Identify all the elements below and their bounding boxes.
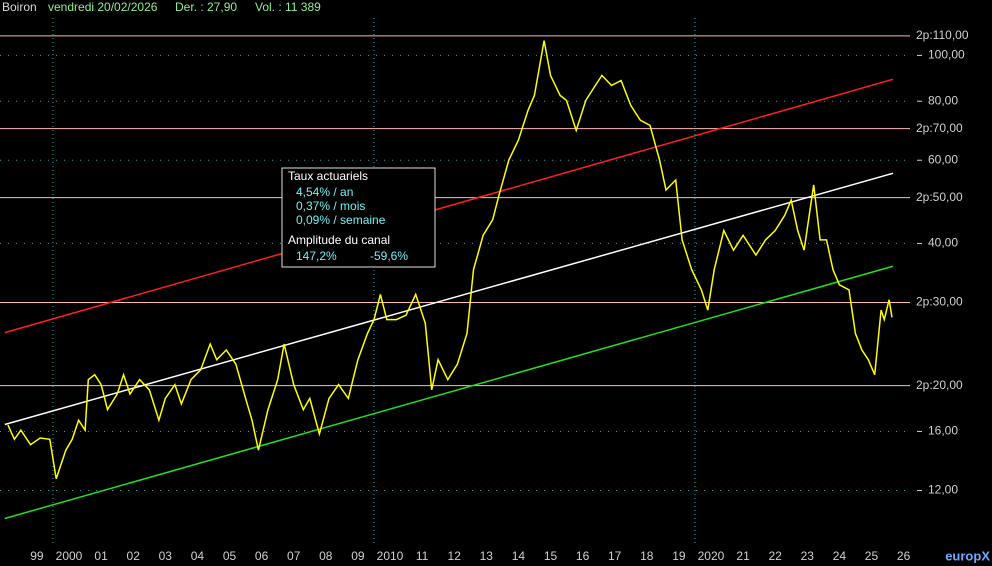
x-tick-label: 2010 bbox=[377, 549, 404, 563]
plot-area: 99 2000 01 02 03 04 05 06 07 08 09 2010 11 12 13 14 15 16… bbox=[0, 18, 969, 563]
x-tick-label: 05 bbox=[223, 549, 237, 563]
x-tick-label: 02 bbox=[127, 549, 141, 563]
x-tick-label: 22 bbox=[769, 549, 783, 563]
x-tick-label: 18 bbox=[640, 549, 654, 563]
level-label: 2p:50,00 bbox=[916, 190, 963, 204]
info-box: Taux actuariels 4,54% / an 0,37% / mois … bbox=[281, 167, 436, 268]
watermark: europX bbox=[945, 548, 990, 563]
rate: 4,54% / an bbox=[296, 185, 353, 199]
info-box-frame bbox=[281, 167, 436, 268]
rate: 0,37% / mois bbox=[296, 199, 365, 213]
x-tick-label: 2000 bbox=[56, 549, 83, 563]
x-tick-label: 21 bbox=[736, 549, 750, 563]
y-tick-label: 12,00 bbox=[928, 483, 958, 497]
x-tick-label: 12 bbox=[448, 549, 462, 563]
last-price: Der. : 27,90 bbox=[175, 0, 237, 14]
level-label: 2p:30,00 bbox=[916, 295, 963, 309]
x-tick-label: 15 bbox=[544, 549, 558, 563]
y-tick-label: 40,00 bbox=[928, 236, 958, 250]
x-tick-label: 09 bbox=[351, 549, 365, 563]
price-line bbox=[4, 265, 894, 520]
level-label: 2p:70,00 bbox=[916, 121, 963, 135]
y-tick-label: 100,00 bbox=[928, 48, 965, 62]
y-tick-label: 60,00 bbox=[928, 152, 958, 166]
x-tick-label: 23 bbox=[801, 549, 815, 563]
x-tick-label: 01 bbox=[94, 549, 108, 563]
level-label: 2p:110,00 bbox=[916, 28, 969, 42]
price-line bbox=[4, 78, 894, 334]
x-tick-label: 2020 bbox=[698, 549, 725, 563]
amplitude: 147,2% bbox=[296, 249, 337, 263]
volume: Vol. : 11 389 bbox=[255, 0, 321, 14]
quote-date: vendredi 20/02/2026 bbox=[48, 0, 158, 14]
x-tick-label: 17 bbox=[608, 549, 622, 563]
x-tick-label: 07 bbox=[287, 549, 301, 563]
y-tick-label: 16,00 bbox=[928, 424, 958, 438]
x-tick-label: 25 bbox=[865, 549, 879, 563]
x-tick-label: 11 bbox=[416, 549, 429, 563]
x-tick-label: 08 bbox=[319, 549, 333, 563]
x-tick-label: 16 bbox=[576, 549, 590, 563]
level-label: 2p:20,00 bbox=[916, 378, 963, 392]
x-tick-label: 04 bbox=[191, 549, 205, 563]
rate: 0,09% / semaine bbox=[296, 213, 386, 227]
x-tick-label: 13 bbox=[480, 549, 494, 563]
x-tick-label: 03 bbox=[159, 549, 173, 563]
x-tick-label: 99 bbox=[30, 549, 44, 563]
x-tick-label: 26 bbox=[897, 549, 911, 563]
y-tick-label: 80,00 bbox=[928, 93, 958, 107]
x-tick-label: 24 bbox=[833, 549, 847, 563]
price-line bbox=[4, 172, 894, 426]
price-line bbox=[7, 40, 893, 480]
info-title: Taux actuariels bbox=[288, 169, 368, 183]
x-tick-label: 19 bbox=[672, 549, 686, 563]
stock-name: Boiron bbox=[2, 0, 37, 14]
amplitude: -59,6% bbox=[370, 249, 408, 263]
x-tick-label: 06 bbox=[255, 549, 269, 563]
x-tick-label: 14 bbox=[512, 549, 526, 563]
amplitude-title: Amplitude du canal bbox=[288, 233, 390, 247]
